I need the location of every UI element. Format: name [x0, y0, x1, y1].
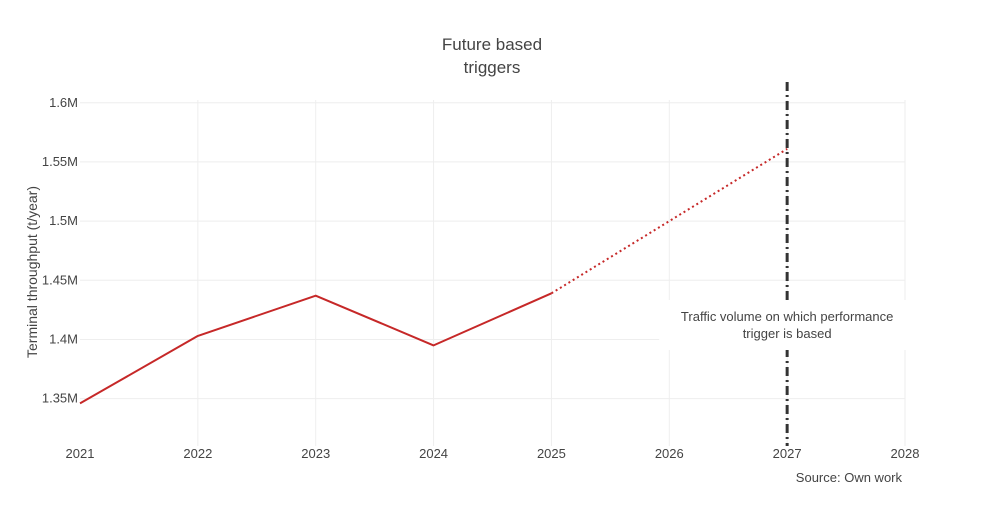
- y-tick-label: 1.5M: [49, 213, 78, 228]
- chart-title-line-2: triggers: [464, 58, 521, 77]
- x-tick-label: 2028: [891, 446, 920, 461]
- x-tick-label: 2026: [655, 446, 684, 461]
- annotation-line-1: Traffic volume on which performance: [681, 309, 893, 324]
- x-tick-label: 2023: [301, 446, 330, 461]
- x-tick-label: 2025: [537, 446, 566, 461]
- series-line-dotted: [550, 148, 788, 295]
- annotation-background: [659, 300, 916, 350]
- trigger-annotation: Traffic volume on which performance trig…: [659, 300, 916, 350]
- y-tick-label: 1.4M: [49, 331, 78, 346]
- series-line-solid: [79, 292, 552, 405]
- x-tick-label: 2021: [66, 446, 95, 461]
- series-layer: [79, 148, 788, 405]
- y-tick-label: 1.35M: [42, 391, 78, 406]
- grid: [80, 100, 906, 446]
- chart-title-line-1: Future based: [442, 35, 542, 54]
- y-axis-label: Terminal throughput (t/year): [24, 186, 40, 358]
- x-tick-label: 2024: [419, 446, 448, 461]
- y-tick-label: 1.55M: [42, 154, 78, 169]
- y-tick-label: 1.45M: [42, 272, 78, 287]
- y-axis-ticks: 1.35M 1.4M 1.45M 1.5M 1.55M 1.6M: [42, 95, 78, 406]
- source-note: Source: Own work: [796, 470, 903, 485]
- y-tick-label: 1.6M: [49, 95, 78, 110]
- annotation-line-2: trigger is based: [743, 326, 832, 341]
- x-axis-ticks: 2021 2022 2023 2024 2025 2026 2027 2028: [66, 446, 920, 461]
- x-tick-label: 2022: [183, 446, 212, 461]
- x-tick-label: 2027: [773, 446, 802, 461]
